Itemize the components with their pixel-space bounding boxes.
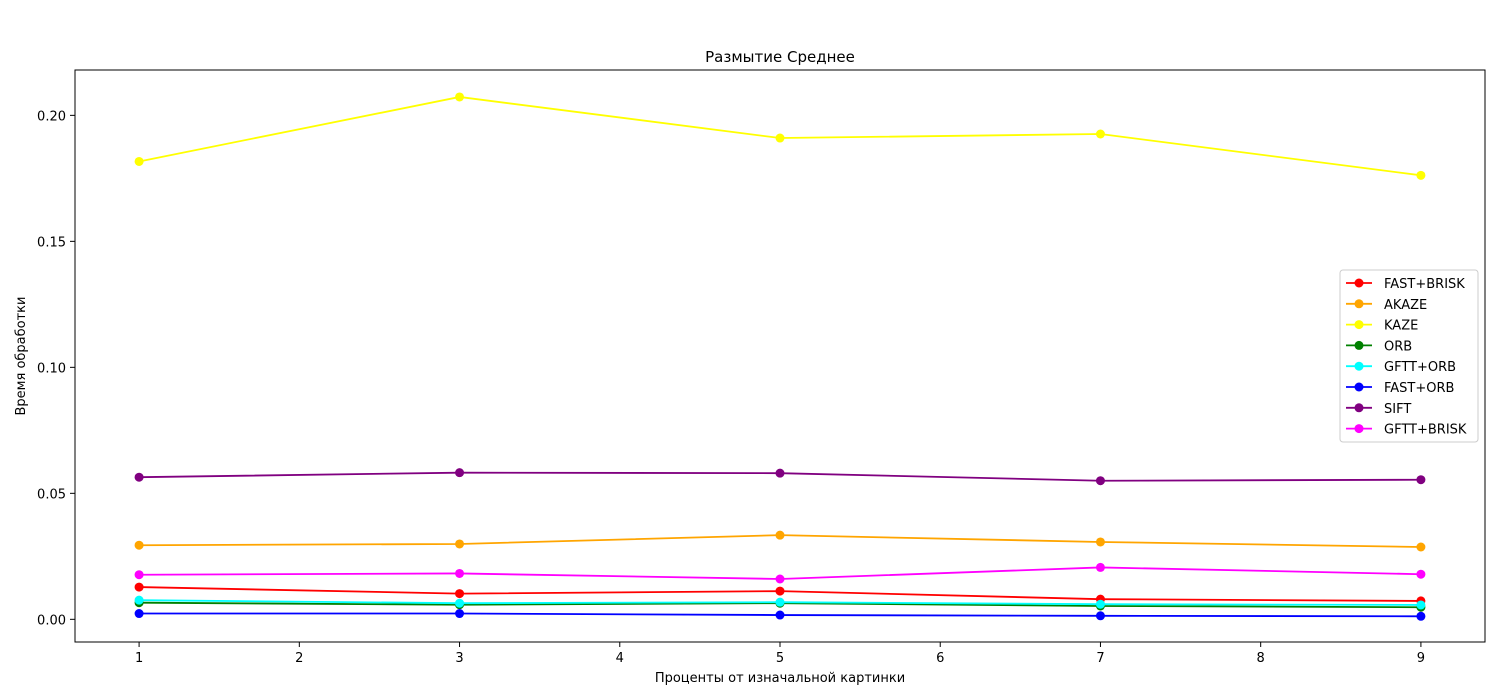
- data-point: [775, 586, 785, 596]
- data-point: [1416, 600, 1426, 610]
- legend-label: SIFT: [1384, 402, 1411, 417]
- data-point: [455, 598, 465, 608]
- y-tick-label: 0.10: [37, 361, 66, 376]
- series-akaze: [134, 530, 1426, 552]
- series-kaze: [134, 92, 1426, 180]
- data-point: [1095, 599, 1105, 609]
- x-tick-label: 9: [1417, 651, 1425, 666]
- x-tick-label: 5: [776, 651, 784, 666]
- data-point: [134, 595, 144, 605]
- data-point: [134, 582, 144, 592]
- data-point: [775, 468, 785, 478]
- chart-title: Размытие Среднее: [705, 48, 855, 66]
- legend-entry: FAST+BRISK: [1346, 277, 1465, 292]
- x-tick-label: 7: [1096, 651, 1104, 666]
- y-axis-label: Время обработки: [14, 297, 29, 416]
- legend-marker: [1354, 424, 1364, 434]
- data-point: [134, 609, 144, 619]
- legend-label: GFTT+BRISK: [1384, 423, 1467, 438]
- x-tick-label: 2: [295, 651, 303, 666]
- x-tick-label: 8: [1257, 651, 1265, 666]
- legend-label: FAST+BRISK: [1384, 277, 1465, 292]
- data-point: [1095, 476, 1105, 486]
- data-point: [1095, 562, 1105, 572]
- data-point: [455, 568, 465, 578]
- data-point: [775, 530, 785, 540]
- y-tick-label: 0.20: [37, 109, 66, 124]
- data-point: [455, 539, 465, 549]
- legend-marker: [1354, 403, 1364, 413]
- legend-label: ORB: [1384, 339, 1412, 354]
- data-point: [134, 540, 144, 550]
- legend-marker: [1354, 278, 1364, 288]
- y-tick-label: 0.15: [37, 235, 66, 250]
- legend-entry: GFTT+ORB: [1346, 360, 1456, 375]
- legend-entry: KAZE: [1346, 319, 1418, 334]
- x-tick-label: 3: [455, 651, 463, 666]
- legend-label: FAST+ORB: [1384, 381, 1454, 396]
- data-point: [455, 92, 465, 102]
- legend-frame: [1339, 269, 1479, 443]
- legend-entry: AKAZE: [1346, 298, 1427, 313]
- legend-marker: [1354, 340, 1364, 350]
- legend-entry: SIFT: [1346, 402, 1411, 417]
- data-point: [775, 133, 785, 143]
- data-point: [1416, 569, 1426, 579]
- data-point: [775, 574, 785, 584]
- legend-marker: [1354, 299, 1364, 309]
- data-point: [455, 468, 465, 478]
- x-tick-label: 4: [616, 651, 624, 666]
- data-point: [1095, 129, 1105, 139]
- legend-marker: [1354, 382, 1364, 392]
- legend: FAST+BRISK AKAZE KAZE ORB GFTT+ORB FAST+ORB SI…: [1339, 269, 1479, 443]
- legend-label: KAZE: [1384, 319, 1418, 334]
- legend-entry: FAST+ORB: [1346, 381, 1454, 396]
- series-layer: [134, 92, 1426, 621]
- x-tick-label: 6: [936, 651, 944, 666]
- data-point: [775, 610, 785, 620]
- data-point: [1095, 611, 1105, 621]
- y-tick-label: 0.05: [37, 487, 66, 502]
- legend-label: GFTT+ORB: [1384, 360, 1456, 375]
- legend-marker: [1354, 320, 1364, 330]
- series-gftt-orb: [134, 595, 1426, 610]
- x-tick-label: 1: [135, 651, 143, 666]
- legend-label: AKAZE: [1384, 298, 1427, 313]
- data-point: [775, 597, 785, 607]
- series-fast-orb: [134, 609, 1426, 621]
- data-point: [1416, 542, 1426, 552]
- data-point: [1416, 170, 1426, 180]
- series-gftt-brisk: [134, 562, 1426, 584]
- y-axis: 0.00 0.05 0.10 0.15 0.20: [37, 109, 75, 628]
- data-point: [1095, 537, 1105, 547]
- legend-entry: GFTT+BRISK: [1346, 423, 1467, 438]
- series-sift: [134, 468, 1426, 486]
- data-point: [134, 570, 144, 580]
- data-point: [1416, 475, 1426, 485]
- x-axis: 1 2 3 4 5 6 7 8 9: [135, 642, 1425, 666]
- data-point: [134, 472, 144, 482]
- y-tick-label: 0.00: [37, 613, 66, 628]
- x-axis-label: Проценты от изначальной картинки: [655, 671, 905, 686]
- data-point: [134, 156, 144, 166]
- data-point: [455, 609, 465, 619]
- data-point: [1416, 611, 1426, 621]
- legend-entry: ORB: [1346, 339, 1412, 354]
- data-point: [455, 589, 465, 599]
- legend-marker: [1354, 361, 1364, 371]
